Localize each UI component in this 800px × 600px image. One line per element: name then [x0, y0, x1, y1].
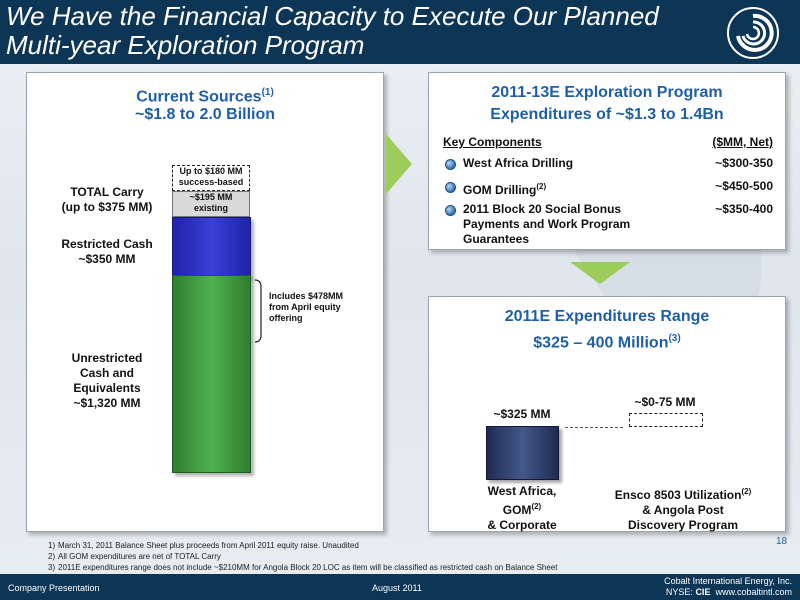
bullet-icon: [445, 159, 456, 170]
equity-note-line3: offering: [269, 313, 303, 323]
base-expenditure-bar: [486, 426, 559, 480]
bullet-icon: [445, 205, 456, 216]
component-block20: 2011 Block 20 Social Bonus Payments and …: [463, 202, 630, 247]
unrestricted-cash-label: Unrestricted Cash and Equivalents ~$1,32…: [47, 351, 167, 411]
current-sources-title-text: Current Sources: [136, 88, 262, 106]
cobalt-logo-icon: [727, 7, 779, 59]
footer-company-name: Cobalt International Energy, Inc.: [664, 576, 792, 586]
restricted-cash-label: Restricted Cash ~$350 MM: [47, 237, 167, 267]
category-ensco-line1: Ensco 8503 Utilization: [614, 488, 742, 502]
range-title-line2: $325 – 400 Million(3): [429, 329, 785, 353]
success-based-line2: success-based: [178, 177, 244, 187]
footnote-3-number: 3): [48, 563, 56, 572]
category-ensco: Ensco 8503 Utilization(2) & Angola Post …: [593, 484, 773, 533]
restricted-cash-segment: [172, 217, 251, 277]
total-carry-label: TOTAL Carry (up to $375 MM): [47, 185, 167, 215]
unrestricted-line1: Unrestricted: [71, 351, 143, 365]
component-block20-line2: Payments and Work Program: [463, 217, 631, 231]
equity-bracket-icon: [254, 279, 262, 343]
range-title-line1: 2011E Expenditures Range: [504, 308, 710, 325]
restricted-cash-line2: ~$350 MM: [78, 252, 136, 266]
category-ensco-line3: Discovery Program: [627, 518, 739, 532]
category-ensco-footnote-ref: (2): [741, 487, 752, 496]
component-block20-line3: Guarantees: [463, 232, 530, 246]
component-gom-label: GOM Drilling: [463, 183, 537, 197]
current-sources-title: Current Sources(1): [27, 83, 383, 107]
footer-nyse-prefix: NYSE:: [665, 587, 696, 597]
equity-note-line1: Includes $478MM: [269, 291, 344, 301]
component-block20-line1: 2011 Block 20 Social Bonus: [463, 202, 622, 216]
down-arrow-icon: [570, 262, 630, 284]
header-bar: We Have the Financial Capacity to Execut…: [0, 0, 800, 64]
footnote-3: 2011E expenditures range does not includ…: [58, 563, 558, 572]
range-footnote-ref: (3): [668, 333, 681, 344]
component-block20-value: ~$350-400: [715, 202, 773, 216]
bullet-icon: [445, 182, 456, 193]
additional-expenditure-label: ~$0-75 MM: [634, 395, 696, 409]
restricted-cash-line1: Restricted Cash: [61, 237, 153, 251]
key-components-header: Key Components: [443, 135, 542, 149]
existing-carry-line1: ~$195 MM: [189, 192, 233, 202]
footer-website[interactable]: www.cobaltintl.com: [715, 587, 792, 597]
slide-title-line2: Multi-year Exploration Program: [6, 30, 365, 60]
total-carry-line2: (up to $375 MM): [61, 200, 153, 214]
category-west-africa-line3: & Corporate: [487, 518, 557, 532]
total-carry-line1: TOTAL Carry: [70, 185, 144, 199]
unrestricted-line2: Cash and: [79, 366, 134, 380]
footnote-1-number: 1): [48, 541, 56, 550]
component-west-africa: West Africa Drilling: [463, 156, 574, 170]
category-west-africa-line1: West Africa,: [487, 484, 557, 498]
page-number: 18: [776, 536, 788, 547]
current-sources-footnote-ref: (1): [261, 87, 274, 98]
footer-ticker-line: NYSE: CIE www.cobaltintl.com: [666, 587, 792, 597]
expenditures-range-panel: 2011E Expenditures Range $325 – 400 Mill…: [428, 296, 786, 532]
connector-line: [565, 427, 623, 428]
exploration-program-panel: 2011-13E Exploration Program Expenditure…: [428, 72, 786, 250]
equity-offering-note: Includes $478MM from April equity offeri…: [269, 291, 369, 324]
existing-carry-segment: ~$195 MM existing: [172, 191, 250, 217]
component-gom-value: ~$450-500: [715, 179, 773, 193]
slide-title-line1: We Have the Financial Capacity to Execut…: [6, 1, 659, 31]
footer-company-presentation: Company Presentation: [8, 583, 100, 593]
current-sources-panel: Current Sources(1) ~$1.8 to 2.0 Billion …: [26, 72, 384, 532]
component-gom: GOM Drilling(2): [463, 179, 546, 198]
program-title-line2: Expenditures of ~$1.3 to 1.4Bn: [490, 106, 724, 123]
footnote-2-number: 2): [48, 552, 56, 561]
component-gom-footnote-ref: (2): [536, 182, 547, 191]
footer-bar: Company Presentation August 2011 Cobalt …: [0, 574, 800, 600]
current-sources-subtitle: ~$1.8 to 2.0 Billion: [134, 106, 276, 123]
success-based-carry-segment: Up to $180 MM success-based: [172, 165, 250, 191]
footer-date: August 2011: [372, 583, 422, 593]
equity-note-line2: from April equity: [269, 302, 341, 312]
category-ensco-line2: & Angola Post: [642, 503, 724, 517]
additional-expenditure-bar: [629, 413, 703, 427]
existing-carry-line2: existing: [193, 203, 228, 213]
success-based-line1: Up to $180 MM: [179, 166, 243, 176]
right-arrow-icon: [386, 134, 412, 194]
category-west-africa: West Africa, GOM(2) & Corporate: [469, 484, 575, 533]
category-gom-footnote-ref: (2): [531, 502, 542, 511]
slide-title: We Have the Financial Capacity to Execut…: [6, 2, 706, 60]
category-west-africa-line2: GOM: [502, 503, 532, 517]
component-west-africa-value: ~$300-350: [715, 156, 773, 170]
base-expenditure-label: ~$325 MM: [493, 407, 551, 421]
unrestricted-line4: ~$1,320 MM: [73, 396, 141, 410]
footnote-1: March 31, 2011 Balance Sheet plus procee…: [58, 541, 359, 550]
range-title-text: $325 – 400 Million: [533, 334, 669, 352]
unrestricted-cash-segment: [172, 275, 251, 473]
net-mm-header: ($MM, Net): [712, 135, 773, 149]
program-title-line1: 2011-13E Exploration Program: [491, 84, 723, 101]
footnote-2: All GOM expenditures are net of TOTAL Ca…: [58, 552, 221, 561]
footer-ticker: CIE: [695, 587, 711, 597]
unrestricted-line3: Equivalents: [73, 381, 141, 395]
